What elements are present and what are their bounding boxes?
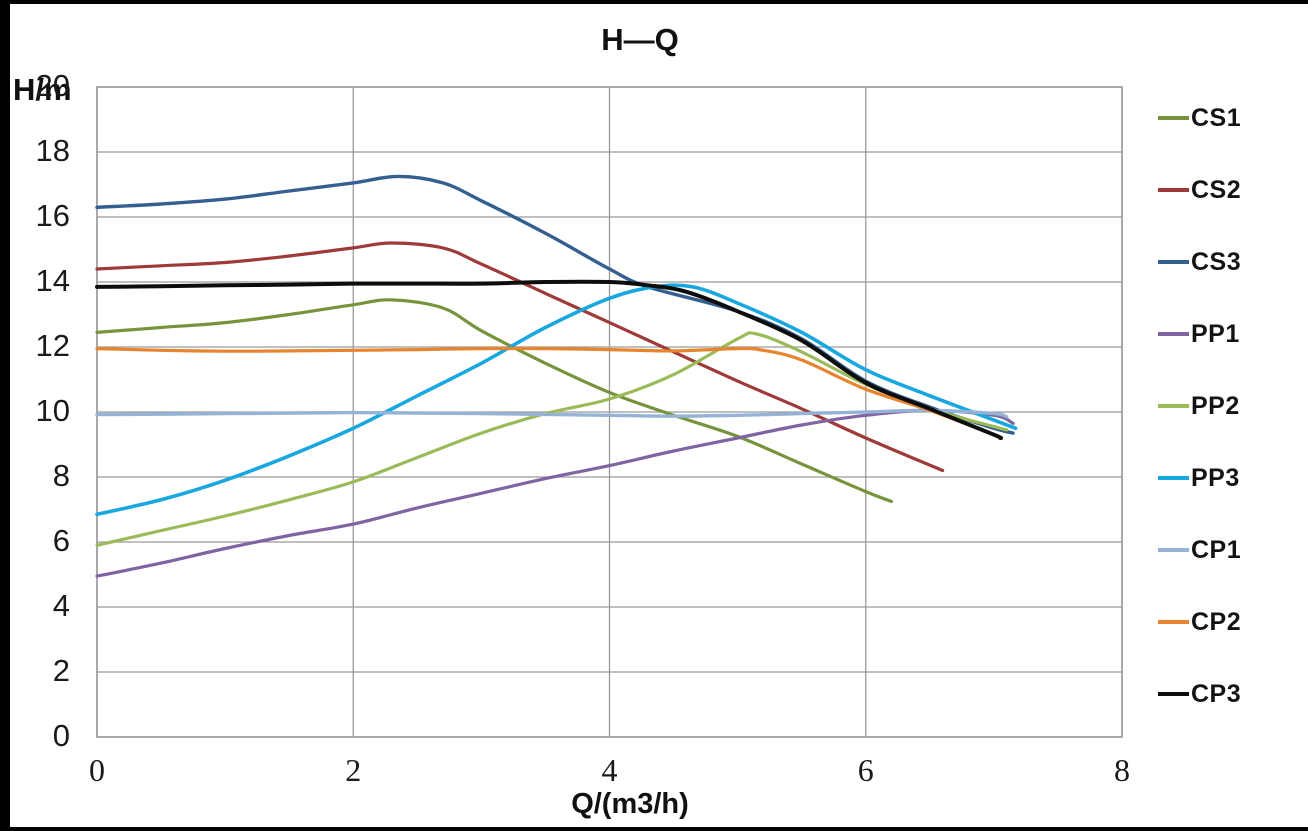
legend-line-marker: [1158, 116, 1189, 120]
y-tick-label: 14: [35, 263, 70, 298]
legend-line-marker: [1158, 476, 1189, 480]
y-tick-label: 8: [52, 458, 70, 493]
legend-label: CS2: [1191, 175, 1242, 204]
y-tick-label: 20: [35, 68, 70, 103]
legend-label: CP2: [1191, 607, 1242, 636]
series-line-PP1: [95, 408, 1015, 578]
series-line-CS2: [95, 241, 945, 473]
x-tick-label: 0: [89, 752, 105, 788]
legend-label: PP1: [1191, 319, 1240, 348]
plot-border: [96, 86, 1123, 738]
y-tick-label: 18: [35, 133, 70, 168]
legend-label: CP3: [1191, 679, 1242, 708]
y-tick-label: 12: [35, 328, 70, 363]
legend-item-CP1: CP1: [1158, 514, 1308, 586]
legend: CS1 CS2 CS3 PP1 PP2 PP3 CP1 CP2 CP3: [1158, 82, 1308, 730]
y-tick-label: 10: [35, 393, 70, 428]
legend-item-CP3: CP3: [1158, 658, 1308, 730]
series-lines: [95, 174, 1018, 578]
legend-label: CS3: [1191, 247, 1242, 276]
chart-title: H—Q: [601, 22, 679, 57]
legend-item-PP2: PP2: [1158, 370, 1308, 442]
y-tick-label: 2: [52, 653, 70, 688]
legend-line-marker: [1158, 620, 1189, 624]
legend-line-marker: [1158, 260, 1189, 264]
legend-item-PP1: PP1: [1158, 298, 1308, 370]
frame-edge-bottom: [0, 827, 1308, 831]
legend-label: PP2: [1191, 391, 1240, 420]
legend-line-marker: [1158, 188, 1189, 192]
x-tick-label: 8: [1114, 752, 1130, 788]
y-axis-title: H/m: [13, 72, 72, 107]
legend-line-marker: [1158, 692, 1189, 696]
x-tick-label: 6: [857, 752, 874, 788]
legend-line-marker: [1158, 548, 1189, 552]
legend-item-CS3: CS3: [1158, 226, 1308, 298]
legend-item-CS2: CS2: [1158, 154, 1308, 226]
series-line-CP2: [95, 346, 996, 437]
legend-line-marker: [1158, 404, 1189, 408]
legend-line-marker: [1158, 332, 1189, 336]
legend-label: CP1: [1191, 535, 1242, 564]
frame-edge-left: [0, 0, 10, 831]
y-tick-label: 6: [52, 523, 70, 558]
legend-label: PP3: [1191, 463, 1240, 492]
series-line-CS1: [95, 298, 893, 503]
x-tick-label: 2: [345, 752, 362, 788]
legend-label: CS1: [1191, 103, 1242, 132]
series-line-PP3: [95, 283, 1018, 517]
frame-edge-top: [0, 0, 1308, 4]
legend-item-CS1: CS1: [1158, 82, 1308, 154]
x-tick-label: 4: [601, 752, 618, 788]
x-axis-title: Q/(m3/h): [571, 788, 689, 820]
series-line-CP3: [95, 279, 1004, 441]
y-tick-label: 4: [52, 588, 70, 623]
legend-item-PP3: PP3: [1158, 442, 1308, 514]
y-tick-label: 0: [52, 718, 70, 753]
legend-item-CP2: CP2: [1158, 586, 1308, 658]
y-tick-label: 16: [35, 198, 70, 233]
